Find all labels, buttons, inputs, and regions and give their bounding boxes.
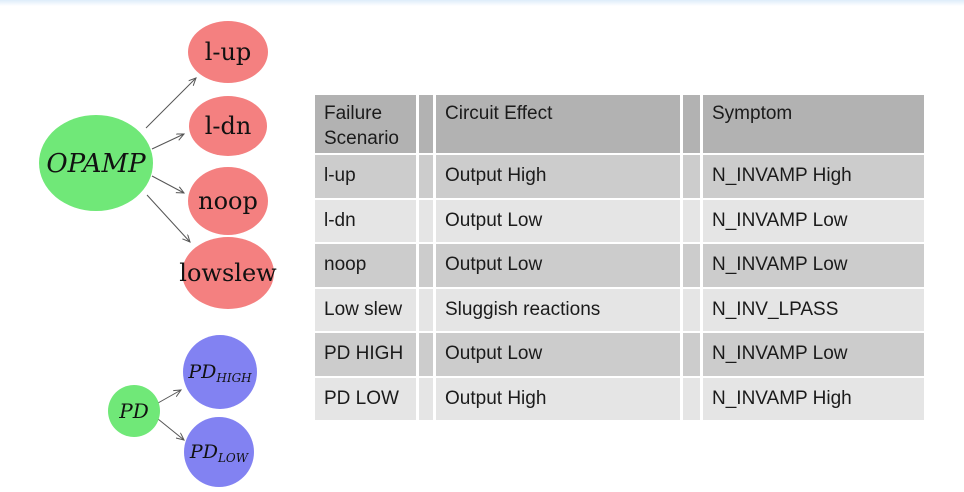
cell-circuit-effect: Output Low xyxy=(436,199,680,242)
node-l-dn-label: l-dn xyxy=(205,112,252,140)
header-symptom: Symptom xyxy=(703,95,924,153)
node-pd-high-label-sub: HIGH xyxy=(215,371,252,385)
arrow-opamp-to-l-up xyxy=(145,78,196,129)
cell-circuit-effect: Output Low xyxy=(436,333,680,376)
spacer-cell xyxy=(419,377,433,420)
node-lowslew: lowslew xyxy=(179,237,277,309)
cell-symptom: N_INV_LPASS xyxy=(703,288,924,331)
node-opamp: OPAMP xyxy=(39,115,153,211)
cell-symptom: N_INVAMP Low xyxy=(703,244,924,287)
cell-symptom: N_INVAMP Low xyxy=(703,199,924,242)
spacer-cell xyxy=(683,377,700,420)
node-pd-low-label-main: PD xyxy=(189,441,218,463)
failure-symptom-table: Failure Scenario Circuit Effect Symptom … xyxy=(315,95,924,420)
cell-failure-scenario: Low slew xyxy=(315,288,416,331)
cell-symptom: N_INVAMP High xyxy=(703,155,924,198)
cell-failure-scenario: l-up xyxy=(315,155,416,198)
node-l-up-label: l-up xyxy=(205,38,252,66)
cell-circuit-effect: Sluggish reactions xyxy=(436,288,680,331)
spacer-cell xyxy=(683,288,700,331)
node-noop: noop xyxy=(188,167,268,235)
spacer-cell xyxy=(419,244,433,287)
arrow-pd-to-pd-low xyxy=(157,418,184,440)
arrow-opamp-to-noop xyxy=(151,175,184,193)
node-lowslew-ellipse xyxy=(182,237,274,309)
node-l-dn-ellipse xyxy=(189,96,267,156)
cell-failure-scenario: noop xyxy=(315,244,416,287)
top-edge-strip xyxy=(0,0,964,6)
arrow-opamp-to-l-dn xyxy=(151,134,184,150)
header-failure-scenario: Failure Scenario xyxy=(315,95,416,153)
node-opamp-label: OPAMP xyxy=(46,149,146,179)
node-pd-low: PDLOW xyxy=(184,417,254,487)
node-opamp-ellipse xyxy=(39,115,153,211)
cell-failure-scenario: PD HIGH xyxy=(315,333,416,376)
header-spacer-1 xyxy=(419,95,433,153)
spacer-cell xyxy=(419,288,433,331)
arrow-pd-to-pd-high xyxy=(157,390,181,404)
node-noop-ellipse xyxy=(188,167,268,235)
node-l-up: l-up xyxy=(188,21,268,83)
header-circuit-effect: Circuit Effect xyxy=(436,95,680,153)
node-pd: PD xyxy=(108,385,160,437)
spacer-cell xyxy=(683,333,700,376)
cell-symptom: N_INVAMP Low xyxy=(703,333,924,376)
spacer-cell xyxy=(683,155,700,198)
node-pd-high-label-main: PD xyxy=(187,361,216,383)
node-l-dn: l-dn xyxy=(189,96,267,156)
node-l-up-ellipse xyxy=(188,21,268,83)
node-pd-high-label: PDHIGH xyxy=(187,361,252,385)
node-pd-circle xyxy=(108,385,160,437)
node-pd-high-circle xyxy=(183,335,257,409)
node-pd-low-circle xyxy=(184,417,254,487)
cell-symptom: N_INVAMP High xyxy=(703,377,924,420)
spacer-cell xyxy=(683,244,700,287)
node-pd-low-label: PDLOW xyxy=(189,441,250,465)
node-pd-label: PD xyxy=(118,399,149,423)
spacer-cell xyxy=(419,199,433,242)
header-spacer-2 xyxy=(683,95,700,153)
arrow-opamp-to-lowslew xyxy=(146,194,190,242)
cell-failure-scenario: l-dn xyxy=(315,199,416,242)
cell-circuit-effect: Output High xyxy=(436,155,680,198)
cell-circuit-effect: Output Low xyxy=(436,244,680,287)
node-pd-high: PDHIGH xyxy=(183,335,257,409)
spacer-cell xyxy=(419,333,433,376)
cell-failure-scenario: PD LOW xyxy=(315,377,416,420)
spacer-cell xyxy=(683,199,700,242)
fault-tree-diagram: OPAMP l-up l-dn noop lowslew PD PDHIGH P… xyxy=(39,21,277,487)
cell-circuit-effect: Output High xyxy=(436,377,680,420)
node-noop-label: noop xyxy=(198,187,258,215)
node-pd-low-label-sub: LOW xyxy=(217,451,250,465)
spacer-cell xyxy=(419,155,433,198)
node-lowslew-label: lowslew xyxy=(179,259,277,287)
